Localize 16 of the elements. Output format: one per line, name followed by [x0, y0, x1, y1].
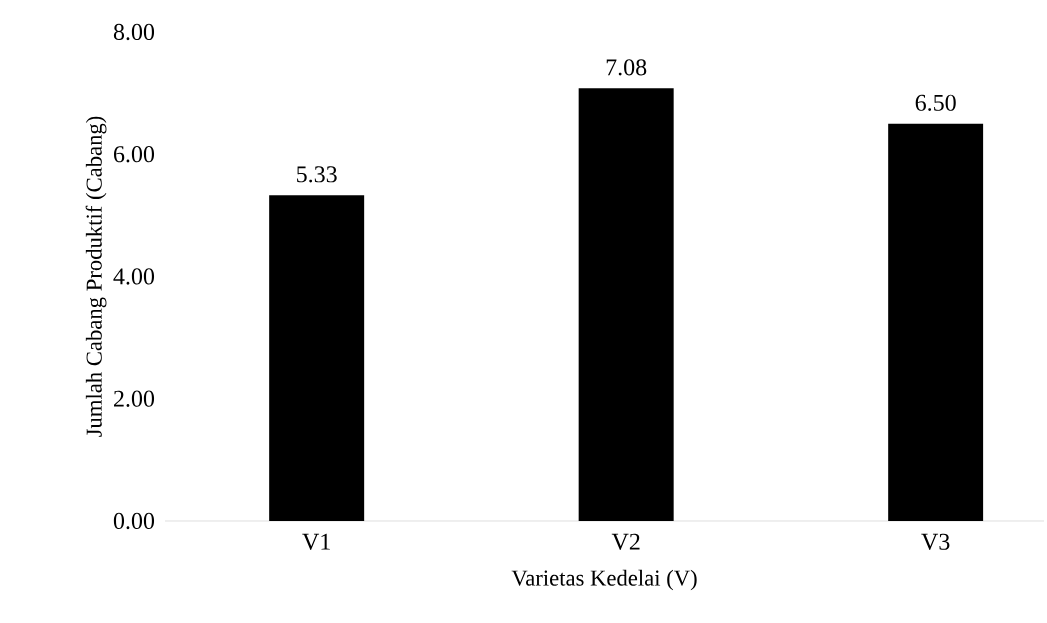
x-tick-label: V3 — [921, 533, 950, 550]
data-label: 6.50 — [915, 94, 956, 111]
x-tick-label: V2 — [611, 533, 640, 550]
y-tick-label: 2.00 — [114, 390, 155, 407]
y-tick-label: 0.00 — [113, 512, 155, 530]
data-label: 5.33 — [297, 166, 337, 183]
bar — [269, 195, 365, 521]
x-tick-label: V1 — [302, 533, 330, 550]
bar — [578, 88, 674, 521]
y-axis-title: Jumlah Cabang Produktif (Cabang) — [85, 116, 107, 437]
y-tick-label: 6.00 — [113, 146, 155, 163]
bar — [888, 123, 984, 521]
data-label: 7.08 — [606, 59, 647, 76]
x-axis-title: Varietas Kedelai (V) — [511, 569, 697, 591]
y-tick-label: 4.00 — [113, 268, 155, 285]
y-tick-label: 8.00 — [113, 23, 155, 41]
